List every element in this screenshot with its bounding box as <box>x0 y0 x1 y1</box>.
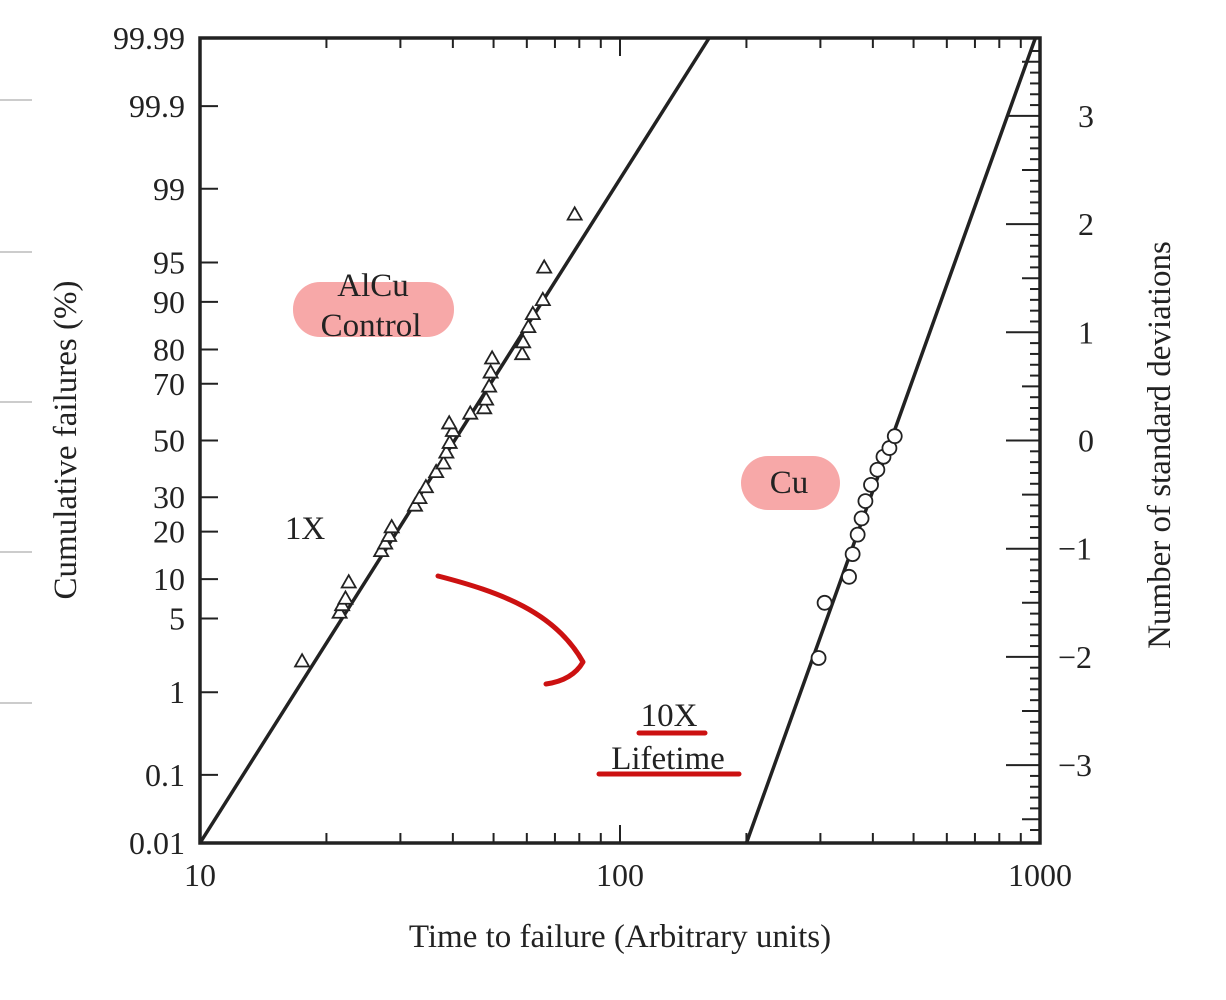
y2-axis-title: Number of standard deviations <box>1142 241 1178 649</box>
y-tick-label: 20 <box>153 514 185 550</box>
alcu-triangle-marker <box>376 534 394 550</box>
y-tick-label: 95 <box>153 245 185 281</box>
alcu-triangle-marker <box>444 421 462 437</box>
x-axis-title: Time to failure (Arbitrary units) <box>409 919 831 955</box>
alcu-triangle-marker <box>372 542 390 558</box>
plot-frame <box>198 36 1042 845</box>
cu-circle-marker <box>853 510 870 527</box>
cu-circle-marker <box>810 650 827 666</box>
y-tick-label: 5 <box>169 600 185 636</box>
y-tick-label: 99.9 <box>129 88 185 124</box>
alcu-triangle-marker <box>524 305 542 321</box>
y-tick-label: 0.1 <box>145 757 185 793</box>
alcu-triangle-marker <box>383 518 401 534</box>
y2-tick-label: −2 <box>1058 639 1092 675</box>
y-axis-title: Cumulative failures (%) <box>48 281 84 600</box>
y-tick-label: 80 <box>153 331 185 367</box>
alcu-triangle-marker <box>437 443 455 459</box>
x-tick-labels: 10 100 1000 <box>184 857 1072 893</box>
cu-highlight <box>741 456 840 510</box>
alcu-label-line2: Control <box>321 308 422 344</box>
alcu-triangle-marker <box>406 496 424 512</box>
alcu-triangle-marker <box>461 404 479 420</box>
cu-label: Cu <box>770 465 809 501</box>
alcu-triangle-marker <box>513 345 531 361</box>
cu-circle-marker <box>816 594 833 611</box>
y2-tick-label: −3 <box>1058 747 1092 783</box>
alcu-triangle-marker <box>410 489 428 504</box>
data-markers <box>293 205 903 668</box>
ten-x-label: 10X <box>641 698 698 734</box>
cu-circle-marker <box>841 568 857 585</box>
lifetime-label: Lifetime <box>611 741 725 777</box>
alcu-fit-line <box>198 37 711 844</box>
cu-circle-marker <box>869 461 886 478</box>
alcu-triangle-marker <box>331 603 349 619</box>
y-tick-label: 99.99 <box>113 20 185 56</box>
y2-tick-label: 0 <box>1078 423 1094 459</box>
alcu-triangle-marker <box>483 349 501 365</box>
y-tick-label: 0.01 <box>129 825 185 861</box>
y2-tick-label: −1 <box>1058 531 1092 567</box>
y-tick-label: 70 <box>153 366 185 402</box>
alcu-triangle-marker <box>566 205 584 221</box>
y2-tick-labels: 3 2 1 0 −1 −2 −3 <box>1058 98 1094 783</box>
y2-tick-label: 1 <box>1078 314 1094 350</box>
alcu-triangle-marker <box>535 258 553 274</box>
alcu-triangle-marker <box>480 377 498 393</box>
alcu-triangle-marker <box>380 526 398 542</box>
y2-tick-label: 2 <box>1078 206 1094 242</box>
y-tick-label: 99 <box>153 171 185 207</box>
red-arrow-icon <box>435 573 586 687</box>
y-tick-label: 90 <box>153 284 185 320</box>
y-tick-label: 30 <box>153 479 185 515</box>
x-tick-label: 10 <box>184 857 216 893</box>
alcu-triangle-marker <box>475 399 493 415</box>
alcu-triangle-marker <box>482 363 500 379</box>
left-guide-lines <box>0 99 32 704</box>
alcu-triangle-marker <box>293 652 311 668</box>
axis-ticks <box>199 37 1040 844</box>
x-tick-label: 100 <box>596 857 644 893</box>
cu-circle-marker <box>844 546 861 563</box>
y-tick-label: 50 <box>153 423 185 459</box>
y-tick-label: 1 <box>169 674 185 710</box>
one-x-label: 1X <box>285 511 326 547</box>
y-tick-label: 10 <box>153 561 185 597</box>
alcu-triangle-marker <box>441 433 459 449</box>
alcu-triangle-marker <box>477 390 495 406</box>
alcu-triangle-marker <box>534 291 552 306</box>
alcu-triangle-marker <box>427 463 445 479</box>
alcu-triangle-marker <box>440 414 458 430</box>
alcu-highlight <box>293 282 454 337</box>
x-tick-label: 1000 <box>1008 857 1072 893</box>
y-tick-labels: 99.99 99.9 99 95 90 80 70 50 30 20 10 5 … <box>113 20 185 861</box>
y2-tick-label: 3 <box>1078 98 1094 134</box>
cu-circle-marker <box>863 476 879 493</box>
alcu-triangle-marker <box>434 454 453 470</box>
alcu-triangle-marker <box>336 589 355 605</box>
cu-circle-marker <box>886 428 903 445</box>
alcu-triangle-marker <box>514 333 532 349</box>
alcu-triangle-marker <box>340 573 358 589</box>
alcu-triangle-marker <box>417 478 435 494</box>
cu-circle-marker <box>857 493 874 509</box>
alcu-triangle-marker <box>519 318 537 334</box>
cu-circle-marker <box>849 526 866 543</box>
alcu-label-line1: AlCu <box>337 268 409 304</box>
